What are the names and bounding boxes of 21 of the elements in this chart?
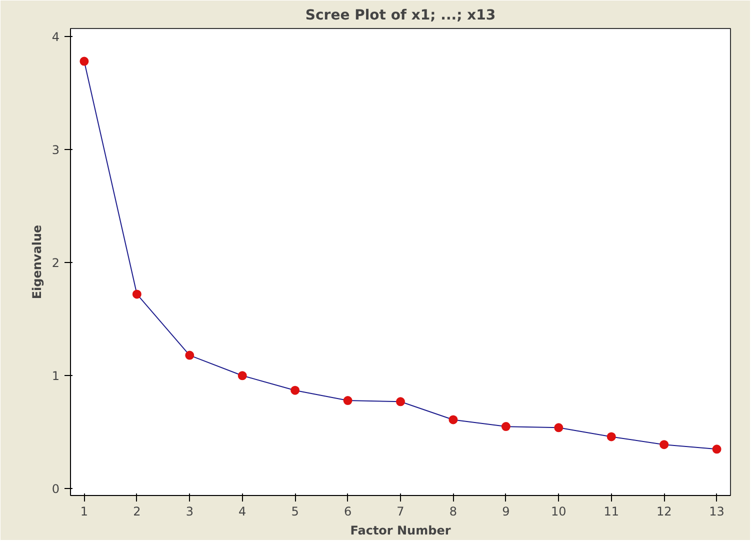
x-tick-label: 12 [656, 504, 672, 518]
y-tick-label: 4 [52, 30, 60, 44]
x-tick-label: 13 [709, 504, 724, 518]
x-tick-label: 8 [449, 504, 458, 518]
x-tick-label: 3 [186, 504, 194, 518]
y-tick-label: 1 [52, 369, 60, 384]
x-tick-label: 10 [551, 504, 566, 518]
x-tick-label: 4 [238, 504, 246, 518]
x-axis-title: Factor Number [350, 524, 451, 538]
x-tick-label: 1 [80, 504, 88, 518]
x-tick-label: 11 [604, 504, 620, 518]
y-tick-label: 0 [52, 482, 60, 496]
y-axis-title: Eigenvalue [30, 224, 44, 300]
y-tick-label: 2 [52, 256, 60, 270]
x-tick-label: 2 [133, 504, 141, 518]
x-tick-label: 7 [396, 504, 404, 518]
x-tick-label: 5 [291, 504, 299, 518]
x-tick-label: 6 [344, 504, 352, 518]
chart-title: Scree Plot of x1; ...; x13 [305, 8, 496, 24]
x-tick-label: 9 [502, 504, 510, 518]
y-tick-label: 3 [52, 142, 60, 157]
